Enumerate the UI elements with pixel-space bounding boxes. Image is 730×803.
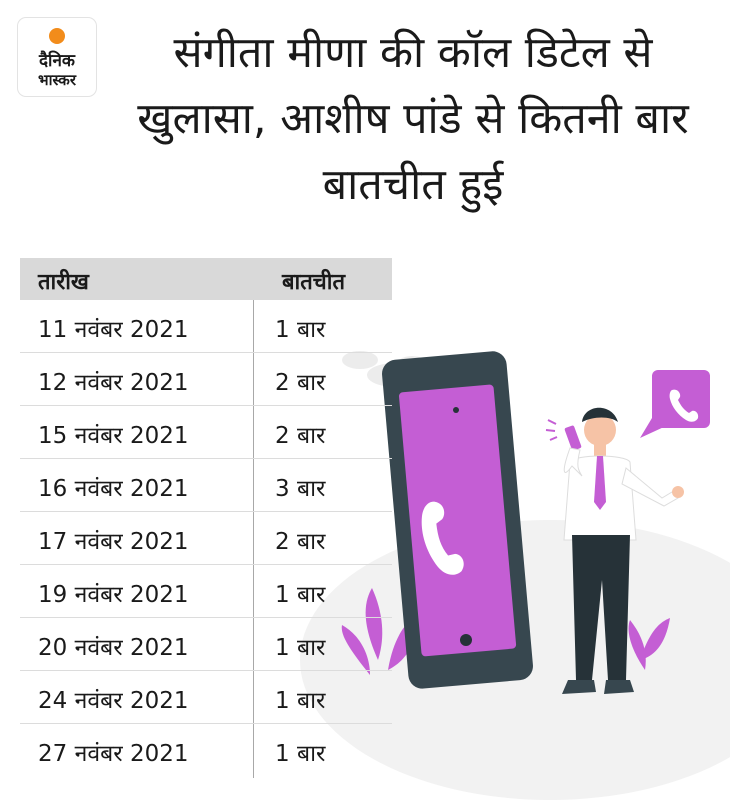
header-calls: बातचीत [282, 270, 346, 295]
table-row: 17 नवंबर 2021 2 बार [20, 512, 392, 565]
phone-icon [421, 501, 464, 575]
plant-icon [628, 618, 670, 670]
table-header: तारीख बातचीत [20, 258, 392, 300]
smartphone-graphic [382, 351, 533, 689]
table-row: 16 नवंबर 2021 3 बार [20, 459, 392, 512]
table-row: 11 नवंबर 2021 1 बार [20, 300, 392, 353]
table-row: 24 नवंबर 2021 1 बार [20, 671, 392, 724]
row-date: 19 नवंबर 2021 [38, 582, 189, 608]
row-calls: 2 बार [275, 423, 326, 449]
row-calls: 1 बार [275, 688, 326, 714]
chat-bubble-phone-icon [640, 370, 710, 438]
table-row: 20 नवंबर 2021 1 बार [20, 618, 392, 671]
table-row: 12 नवंबर 2021 2 बार [20, 353, 392, 406]
column-divider [253, 258, 254, 778]
logo-line-1: दैनिक [39, 51, 75, 71]
sun-icon [49, 28, 65, 44]
row-calls: 1 बार [275, 317, 326, 343]
phone-call-illustration [300, 351, 730, 800]
row-date: 24 नवंबर 2021 [38, 688, 189, 714]
man-figure [545, 407, 684, 694]
headline: संगीता मीणा की कॉल डिटेल से खुलासा, आशीष… [137, 28, 689, 210]
row-calls: 2 बार [275, 370, 326, 396]
table-row: 15 नवंबर 2021 2 बार [20, 406, 392, 459]
dainik-bhaskar-logo: दैनिक भास्कर [18, 18, 96, 96]
logo-line-2: भास्कर [38, 71, 76, 89]
table-row: 19 नवंबर 2021 1 बार [20, 565, 392, 618]
row-calls: 3 बार [275, 476, 326, 502]
call-details-table: तारीख बातचीत 11 नवंबर 2021 1 बार 12 नवंब… [20, 258, 392, 778]
row-calls: 1 बार [275, 582, 326, 608]
row-date: 15 नवंबर 2021 [38, 423, 189, 449]
row-date: 20 नवंबर 2021 [38, 635, 189, 661]
row-calls: 2 बार [275, 529, 326, 555]
row-calls: 1 बार [275, 635, 326, 661]
row-date: 11 नवंबर 2021 [38, 317, 189, 343]
header-date: तारीख [38, 270, 89, 295]
row-date: 27 नवंबर 2021 [38, 741, 189, 767]
row-date: 17 नवंबर 2021 [38, 529, 189, 555]
row-date: 12 नवंबर 2021 [38, 370, 189, 396]
table-row: 27 नवंबर 2021 1 बार [20, 724, 392, 776]
row-calls: 1 बार [275, 741, 326, 767]
row-date: 16 नवंबर 2021 [38, 476, 189, 502]
